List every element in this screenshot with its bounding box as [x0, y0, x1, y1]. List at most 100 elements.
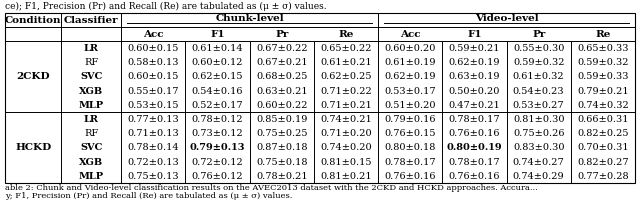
Text: 0.79±0.21: 0.79±0.21 — [577, 87, 628, 96]
Text: 0.74±0.20: 0.74±0.20 — [320, 143, 372, 152]
Text: 0.59±0.32: 0.59±0.32 — [577, 58, 628, 67]
Text: 0.58±0.13: 0.58±0.13 — [127, 58, 179, 67]
Text: 0.78±0.17: 0.78±0.17 — [385, 158, 436, 167]
Text: F1: F1 — [211, 30, 225, 39]
Text: MLP: MLP — [79, 101, 104, 110]
Text: 0.76±0.16: 0.76±0.16 — [385, 172, 436, 181]
Text: able 2: Chunk and Video-level classification results on the AVEC2013 dataset wit: able 2: Chunk and Video-level classifica… — [5, 184, 538, 192]
Text: Video-level: Video-level — [475, 14, 538, 23]
Text: 0.76±0.16: 0.76±0.16 — [449, 129, 500, 138]
Text: 0.74±0.21: 0.74±0.21 — [320, 115, 372, 124]
Text: 0.75±0.18: 0.75±0.18 — [256, 158, 308, 167]
Text: 0.73±0.12: 0.73±0.12 — [192, 129, 243, 138]
Text: 0.60±0.15: 0.60±0.15 — [127, 44, 179, 53]
Text: LR: LR — [84, 115, 99, 124]
Text: 0.71±0.21: 0.71±0.21 — [320, 101, 372, 110]
Text: HCKD: HCKD — [15, 143, 51, 152]
Text: 0.81±0.30: 0.81±0.30 — [513, 115, 564, 124]
Text: RF: RF — [84, 58, 99, 67]
Text: 0.80±0.19: 0.80±0.19 — [447, 143, 502, 152]
Text: Pr: Pr — [275, 30, 289, 39]
Text: 0.53±0.15: 0.53±0.15 — [127, 101, 179, 110]
Text: 0.77±0.28: 0.77±0.28 — [577, 172, 628, 181]
Text: 0.78±0.21: 0.78±0.21 — [256, 172, 308, 181]
Text: 0.76±0.16: 0.76±0.16 — [449, 172, 500, 181]
Text: 0.75±0.26: 0.75±0.26 — [513, 129, 564, 138]
Text: 0.78±0.14: 0.78±0.14 — [127, 143, 179, 152]
Text: 0.59±0.32: 0.59±0.32 — [513, 58, 564, 67]
Text: F1: F1 — [467, 30, 482, 39]
Text: y; F1, Precision (Pr) and Recall (Re) are tabulated as (μ ± σ) values.: y; F1, Precision (Pr) and Recall (Re) ar… — [5, 192, 292, 200]
Text: 0.75±0.25: 0.75±0.25 — [256, 129, 308, 138]
Text: Re: Re — [595, 30, 611, 39]
Text: 0.60±0.20: 0.60±0.20 — [385, 44, 436, 53]
Text: 0.79±0.16: 0.79±0.16 — [385, 115, 436, 124]
Text: 0.68±0.25: 0.68±0.25 — [256, 72, 307, 81]
Text: 0.76±0.15: 0.76±0.15 — [385, 129, 436, 138]
Text: 0.54±0.23: 0.54±0.23 — [513, 87, 564, 96]
Text: 0.53±0.27: 0.53±0.27 — [513, 101, 564, 110]
Text: 0.53±0.17: 0.53±0.17 — [385, 87, 436, 96]
Text: XGB: XGB — [79, 158, 104, 167]
Text: 0.66±0.31: 0.66±0.31 — [577, 115, 628, 124]
Text: 0.65±0.22: 0.65±0.22 — [320, 44, 372, 53]
Text: 0.79±0.13: 0.79±0.13 — [190, 143, 245, 152]
Text: 0.62±0.19: 0.62±0.19 — [449, 58, 500, 67]
Text: 0.78±0.17: 0.78±0.17 — [449, 115, 500, 124]
Text: 0.80±0.18: 0.80±0.18 — [385, 143, 436, 152]
Text: Chunk-level: Chunk-level — [216, 14, 284, 23]
Text: XGB: XGB — [79, 87, 104, 96]
Text: 0.72±0.12: 0.72±0.12 — [192, 158, 243, 167]
Text: 0.47±0.21: 0.47±0.21 — [449, 101, 500, 110]
Text: 0.62±0.19: 0.62±0.19 — [385, 72, 436, 81]
Text: 0.78±0.17: 0.78±0.17 — [449, 158, 500, 167]
Text: 0.85±0.19: 0.85±0.19 — [256, 115, 307, 124]
Text: SVC: SVC — [80, 143, 102, 152]
Text: RF: RF — [84, 129, 99, 138]
Text: 0.75±0.13: 0.75±0.13 — [127, 172, 179, 181]
Text: 0.71±0.22: 0.71±0.22 — [320, 87, 372, 96]
Text: 0.62±0.25: 0.62±0.25 — [320, 72, 372, 81]
Text: 0.71±0.13: 0.71±0.13 — [127, 129, 179, 138]
Text: 0.87±0.18: 0.87±0.18 — [256, 143, 308, 152]
Text: 0.74±0.29: 0.74±0.29 — [513, 172, 564, 181]
Text: 0.59±0.33: 0.59±0.33 — [577, 72, 628, 81]
Text: Condition: Condition — [5, 16, 61, 25]
Text: SVC: SVC — [80, 72, 102, 81]
Text: 0.82±0.27: 0.82±0.27 — [577, 158, 628, 167]
Text: 0.65±0.33: 0.65±0.33 — [577, 44, 628, 53]
Text: Acc: Acc — [143, 30, 164, 39]
Text: 0.60±0.15: 0.60±0.15 — [127, 72, 179, 81]
Text: 0.51±0.20: 0.51±0.20 — [385, 101, 436, 110]
Text: 0.71±0.20: 0.71±0.20 — [320, 129, 372, 138]
Text: 0.82±0.25: 0.82±0.25 — [577, 129, 628, 138]
Text: Re: Re — [339, 30, 354, 39]
Text: 2CKD: 2CKD — [17, 72, 50, 81]
Text: 0.76±0.12: 0.76±0.12 — [192, 172, 243, 181]
Text: 0.77±0.13: 0.77±0.13 — [127, 115, 179, 124]
Text: 0.74±0.32: 0.74±0.32 — [577, 101, 628, 110]
Text: 0.81±0.15: 0.81±0.15 — [320, 158, 372, 167]
Text: MLP: MLP — [79, 172, 104, 181]
Text: 0.83±0.30: 0.83±0.30 — [513, 143, 564, 152]
Text: 0.70±0.31: 0.70±0.31 — [577, 143, 628, 152]
Text: 0.61±0.21: 0.61±0.21 — [320, 58, 372, 67]
Text: 0.55±0.17: 0.55±0.17 — [127, 87, 179, 96]
Text: 0.59±0.21: 0.59±0.21 — [449, 44, 500, 53]
Text: 0.63±0.19: 0.63±0.19 — [449, 72, 500, 81]
Text: 0.67±0.21: 0.67±0.21 — [256, 58, 308, 67]
Text: 0.55±0.30: 0.55±0.30 — [513, 44, 564, 53]
Text: 0.67±0.22: 0.67±0.22 — [256, 44, 308, 53]
Text: 0.72±0.13: 0.72±0.13 — [127, 158, 179, 167]
Text: 0.78±0.12: 0.78±0.12 — [192, 115, 243, 124]
Text: 0.60±0.12: 0.60±0.12 — [192, 58, 243, 67]
Text: 0.50±0.20: 0.50±0.20 — [449, 87, 500, 96]
Text: 0.60±0.22: 0.60±0.22 — [256, 101, 308, 110]
Text: 0.61±0.19: 0.61±0.19 — [385, 58, 436, 67]
Text: 0.63±0.21: 0.63±0.21 — [256, 87, 308, 96]
Text: 0.52±0.17: 0.52±0.17 — [192, 101, 243, 110]
Bar — [5, 13, 635, 183]
Text: 0.74±0.27: 0.74±0.27 — [513, 158, 564, 167]
Text: Classifier: Classifier — [64, 16, 118, 25]
Text: 0.81±0.21: 0.81±0.21 — [320, 172, 372, 181]
